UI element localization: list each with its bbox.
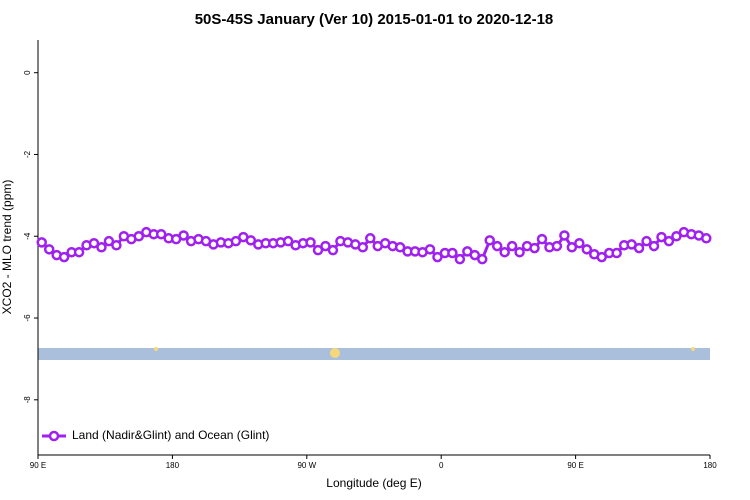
- y-tick-label: -8: [23, 396, 32, 404]
- data-point: [671, 231, 682, 242]
- x-tick-label: 90 E: [567, 461, 583, 470]
- data-point: [596, 251, 607, 263]
- data-point: [663, 235, 675, 247]
- data-point: [357, 242, 369, 253]
- y-tick-label: -4: [23, 232, 32, 240]
- data-point: [282, 235, 294, 247]
- data-point: [611, 247, 622, 259]
- data-point: [499, 246, 510, 258]
- data-point: [701, 233, 712, 244]
- data-point: [506, 240, 518, 252]
- data-point: [447, 247, 458, 259]
- x-tick-label: 90 E: [30, 461, 46, 470]
- glint-marker: [691, 347, 695, 351]
- data-point: [111, 240, 122, 251]
- data-point: [103, 235, 115, 247]
- data-point: [96, 242, 107, 253]
- data-point: [312, 244, 324, 256]
- data-point: [305, 237, 316, 248]
- data-point: [648, 240, 660, 252]
- chart-title: 50S-45S January (Ver 10) 2015-01-01 to 2…: [195, 11, 554, 28]
- data-point: [36, 237, 47, 248]
- data-point: [133, 231, 145, 242]
- data-point: [484, 235, 495, 246]
- x-tick-label: 180: [166, 461, 180, 470]
- data-point: [88, 237, 100, 249]
- data-point: [477, 253, 488, 265]
- data-point: [432, 251, 443, 263]
- glint-marker: [330, 348, 340, 358]
- data-point: [491, 240, 503, 252]
- x-tick-label: 0: [439, 461, 444, 470]
- legend-marker: [48, 430, 60, 442]
- y-tick-label: -2: [23, 150, 32, 158]
- glint-marker: [154, 347, 158, 351]
- data-point: [656, 231, 667, 243]
- legend-label: Land (Nadir&Glint) and Ocean (Glint): [72, 428, 269, 442]
- data-point: [245, 235, 257, 246]
- data-point: [43, 244, 55, 255]
- y-tick-label: 0: [23, 70, 32, 75]
- data-point: [536, 233, 548, 245]
- data-point: [559, 230, 570, 241]
- data-point: [574, 237, 585, 249]
- data-point: [327, 244, 339, 256]
- data-point: [394, 242, 406, 253]
- ocean-band: [38, 348, 710, 360]
- data-point: [365, 233, 376, 244]
- data-point: [469, 249, 481, 261]
- data-point: [58, 251, 70, 263]
- data-point: [320, 240, 331, 252]
- data-point: [581, 244, 593, 255]
- x-axis-label: Longitude (deg E): [326, 476, 421, 490]
- data-point: [73, 246, 85, 258]
- x-tick-label: 90 W: [297, 461, 316, 470]
- data-point: [641, 235, 652, 247]
- data-point: [529, 242, 540, 254]
- data-point: [230, 235, 242, 247]
- data-point: [551, 240, 563, 252]
- data-point: [566, 242, 578, 253]
- y-axis-label: XCO2 - MLO trend (ppm): [0, 180, 14, 315]
- data-point: [424, 244, 436, 255]
- y-tick-label: -6: [23, 314, 32, 322]
- data-point: [514, 246, 525, 258]
- x-tick-label: 180: [703, 461, 717, 470]
- data-point: [454, 253, 466, 265]
- data-point: [155, 228, 167, 240]
- data-point: [633, 242, 645, 254]
- data-point: [178, 230, 189, 241]
